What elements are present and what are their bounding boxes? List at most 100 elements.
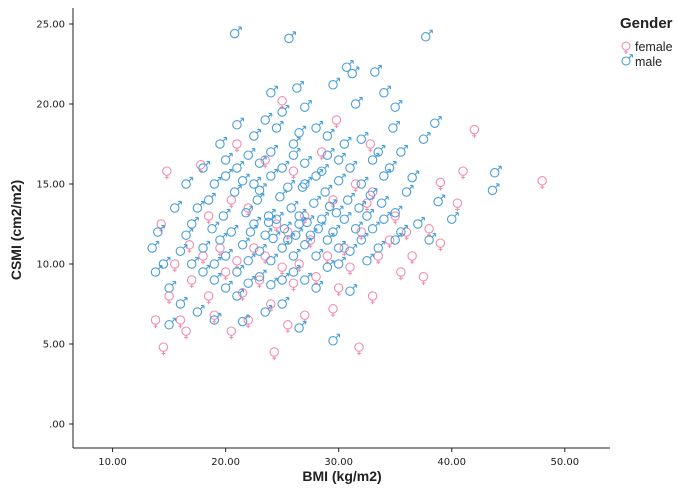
data-point-male [249, 176, 261, 189]
data-point-male [354, 200, 367, 213]
data-point-male [294, 320, 307, 333]
data-point-male [311, 280, 324, 293]
data-point-male [345, 160, 358, 173]
data-point-female [243, 315, 253, 329]
data-point-male [320, 184, 333, 197]
data-point-male [328, 224, 341, 237]
data-point-male [271, 120, 284, 133]
data-point-male [379, 212, 391, 224]
data-point-female [162, 166, 172, 180]
legend-marker-male [621, 54, 633, 66]
data-point-male [288, 148, 301, 160]
data-point-female [316, 147, 327, 161]
data-point-male [396, 144, 408, 157]
data-point-female [215, 243, 225, 257]
data-point-female [458, 166, 468, 180]
data-point-male [263, 215, 276, 228]
data-point-male [322, 148, 335, 160]
legend-marker-female [621, 41, 631, 54]
data-point-male [413, 216, 425, 229]
data-point-male [347, 66, 360, 79]
data-point-male [356, 132, 369, 144]
data-point-male [390, 232, 403, 245]
data-point-male [192, 200, 205, 213]
data-point-male [203, 192, 216, 205]
data-point-female [396, 267, 406, 281]
y-tick-label: .00 [49, 420, 65, 431]
data-point-female [243, 203, 253, 217]
data-point-male [254, 244, 267, 256]
y-axis-title: CSMI (cm2/m2) [8, 180, 24, 280]
data-point-male [266, 168, 278, 181]
data-point-male [243, 276, 256, 288]
data-point-male [367, 221, 380, 234]
x-tick-label: 40.00 [437, 457, 466, 468]
data-point-female [311, 272, 321, 285]
y-axis-ticks: .00 5.00 10.00 15.00 20.00 25.00 [36, 20, 73, 431]
data-point-male [220, 168, 233, 181]
data-point-male [283, 180, 295, 192]
data-point-male [277, 104, 290, 117]
data-point-male [237, 173, 250, 186]
data-point-male [260, 304, 273, 317]
data-point-male [198, 160, 211, 173]
data-point-male [164, 280, 177, 293]
data-point-male [305, 228, 318, 240]
data-point-male [277, 296, 290, 309]
data-point-male [292, 80, 304, 93]
data-point-male [345, 284, 358, 296]
data-point-male [300, 100, 312, 112]
data-point-male [209, 256, 222, 269]
data-point-male [294, 125, 307, 138]
data-point-male [277, 240, 290, 253]
data-point-male [226, 224, 239, 237]
data-point-female [158, 342, 169, 356]
data-point-male [328, 333, 341, 346]
data-point-female [254, 275, 265, 289]
data-point-male [365, 188, 378, 200]
data-point-male [322, 128, 335, 141]
data-point-male [232, 160, 245, 173]
data-point-male [300, 176, 312, 189]
data-point-female [266, 299, 276, 313]
data-point-male [215, 232, 228, 245]
data-point-male [316, 164, 329, 176]
data-point-female [452, 198, 463, 212]
data-point-female [424, 224, 434, 237]
data-point-female [220, 267, 231, 281]
data-point-male [379, 85, 391, 98]
y-tick-label: 15.00 [36, 180, 65, 191]
data-point-male [268, 231, 281, 244]
data-point-female [367, 291, 378, 305]
data-point-male [266, 144, 278, 157]
data-point-female [203, 211, 214, 225]
data-point-male [158, 256, 171, 269]
data-point-female [181, 326, 191, 340]
data-point-male [241, 205, 254, 218]
data-point-male [288, 136, 301, 149]
data-point-male [288, 248, 301, 261]
data-point-male [271, 212, 284, 224]
data-point-female [390, 211, 400, 225]
data-point-male [350, 221, 363, 234]
data-point-male [333, 240, 346, 253]
data-point-male [254, 183, 267, 196]
data-point-male [277, 272, 290, 285]
data-point-female [350, 179, 361, 193]
data-point-male [420, 29, 433, 42]
data-point-female [345, 262, 355, 276]
data-point-male [388, 120, 401, 133]
data-point-male [277, 160, 290, 173]
data-point-male [311, 120, 324, 133]
data-point-male [370, 64, 382, 77]
data-point-male [249, 128, 261, 141]
data-point-male [275, 189, 287, 202]
data-point-female [283, 227, 293, 241]
data-point-male [243, 148, 256, 160]
data-point-male [316, 212, 329, 224]
data-point-male [286, 200, 299, 213]
data-point-male [266, 85, 278, 98]
